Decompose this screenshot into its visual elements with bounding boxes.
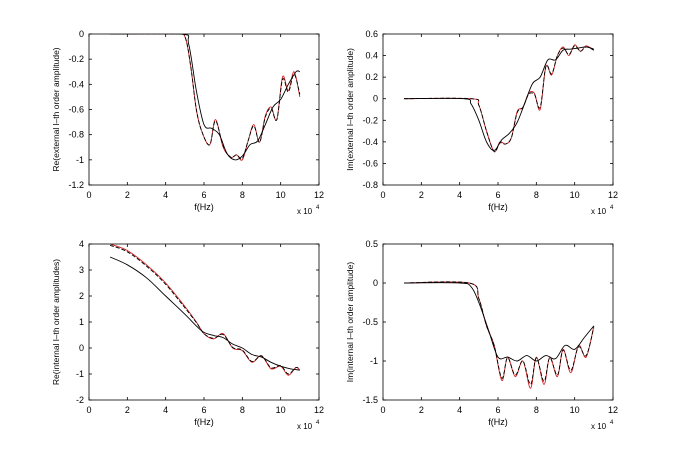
x-axis-multiplier: x 10 (591, 422, 607, 431)
y-tick-label: 0.4 (365, 51, 378, 61)
y-axis-label: Im(external l–th order amplitude) (345, 48, 355, 171)
axes-frame (382, 33, 614, 186)
x-axis-label: f(Hz) (194, 417, 214, 427)
x-tick-label: 0 (380, 190, 385, 200)
y-tick-label: -0.2 (68, 54, 84, 64)
x-axis-multiplier: x 10 (297, 207, 313, 216)
x-axis-label: f(Hz) (194, 202, 214, 212)
y-tick-label: -0.5 (362, 317, 378, 327)
series-line-1 (109, 244, 301, 376)
x-axis-multiplier: x 10 (297, 422, 313, 431)
axes-frame (88, 33, 320, 186)
x-tick-label: 2 (125, 190, 130, 200)
x-tick-label: 8 (534, 405, 539, 415)
x-tick-label: 12 (314, 190, 324, 200)
x-axis-exponent: 4 (316, 420, 320, 426)
y-tick-label: -0.4 (362, 137, 378, 147)
y-tick-label: -2 (76, 395, 84, 405)
y-tick-label: -0.2 (362, 115, 378, 125)
axes-frame (382, 243, 614, 401)
series-line-2 (110, 34, 301, 160)
y-tick-label: -0.6 (68, 105, 84, 115)
x-tick-label: 4 (163, 190, 168, 200)
y-tick-label: -1.2 (68, 180, 84, 190)
series-line-1 (110, 34, 301, 161)
y-tick-label: 0.5 (365, 239, 378, 249)
x-tick-label: 0 (86, 190, 91, 200)
y-axis-label: Re(external l–th order amplitude) (51, 47, 61, 171)
series-group (110, 34, 301, 161)
x-tick-label: 0 (380, 405, 385, 415)
y-tick-label: -1.5 (362, 395, 378, 405)
series-line-2 (109, 244, 301, 375)
x-tick-label: 0 (86, 405, 91, 415)
x-tick-label: 10 (570, 405, 580, 415)
x-axis-multiplier: x 10 (591, 207, 607, 216)
y-tick-label: 0 (373, 278, 378, 288)
x-tick-label: 10 (276, 190, 286, 200)
y-tick-label: 4 (79, 239, 84, 249)
chart-panel-1: 0 2 4 6 8 10 12 -1.2 -1 -0.8 -0.6 -0.4 -0.2 0 f(Hz) x 1… (51, 29, 324, 216)
y-tick-label: -0.8 (362, 180, 378, 190)
x-axis-label: f(Hz) (488, 202, 508, 212)
x-tick-label: 8 (534, 190, 539, 200)
chart-panel-2: 0 2 4 6 8 10 12 -0.8 -0.6 -0.4 -0.2 0 0.2 0.4 0.6 f(Hz)… (345, 29, 618, 216)
x-tick-label: 12 (608, 190, 618, 200)
series-line-3 (110, 34, 300, 161)
y-tick-label: 2 (79, 291, 84, 301)
axes-frame (88, 243, 320, 401)
x-tick-label: 4 (457, 405, 462, 415)
series-group (404, 44, 595, 153)
series-line-1 (404, 281, 595, 389)
x-tick-label: 6 (495, 405, 500, 415)
x-tick-label: 2 (419, 405, 424, 415)
series-line-2 (404, 281, 595, 385)
x-tick-label: 4 (457, 190, 462, 200)
y-axis-label: Im(internal l–th order amplitude) (345, 262, 355, 383)
y-tick-label: 1 (79, 317, 84, 327)
series-group (404, 281, 595, 389)
x-axis-exponent: 4 (610, 205, 614, 211)
x-axis-exponent: 4 (610, 420, 614, 426)
x-tick-label: 8 (240, 405, 245, 415)
y-tick-label: -1 (76, 369, 84, 379)
series-line-3 (109, 256, 300, 371)
x-tick-label: 4 (163, 405, 168, 415)
x-tick-label: 12 (608, 405, 618, 415)
x-tick-label: 10 (276, 405, 286, 415)
x-tick-label: 8 (240, 190, 245, 200)
y-axis-label: Re(internal l–th order amplitudes) (51, 259, 61, 385)
series-line-3 (404, 46, 594, 151)
series-group (109, 244, 301, 376)
chart-panel-4: 0 2 4 6 8 10 12-1.5-1-0.500.5f(Hz) x 10 4Im(inte… (345, 239, 618, 431)
x-tick-label: 12 (314, 405, 324, 415)
series-line-3 (404, 282, 595, 362)
x-axis-label: f(Hz) (488, 417, 508, 427)
x-tick-label: 2 (125, 405, 130, 415)
x-tick-label: 6 (495, 190, 500, 200)
y-tick-label: 0.2 (365, 72, 378, 82)
y-tick-label: 0.6 (365, 29, 378, 39)
x-tick-label: 6 (201, 405, 206, 415)
y-tick-label: 0 (79, 343, 84, 353)
y-tick-label: -0.6 (362, 158, 378, 168)
y-tick-label: -1 (76, 155, 84, 165)
y-tick-label: -0.4 (68, 79, 84, 89)
y-tick-label: -0.8 (68, 130, 84, 140)
y-tick-label: 0 (373, 94, 378, 104)
y-tick-label: 0 (79, 29, 84, 39)
x-tick-label: 6 (201, 190, 206, 200)
x-axis-exponent: 4 (316, 205, 320, 211)
series-line-2 (404, 45, 595, 153)
y-tick-label: 3 (79, 265, 84, 275)
x-tick-label: 2 (419, 190, 424, 200)
x-tick-label: 10 (570, 190, 580, 200)
y-tick-label: -1 (370, 356, 378, 366)
